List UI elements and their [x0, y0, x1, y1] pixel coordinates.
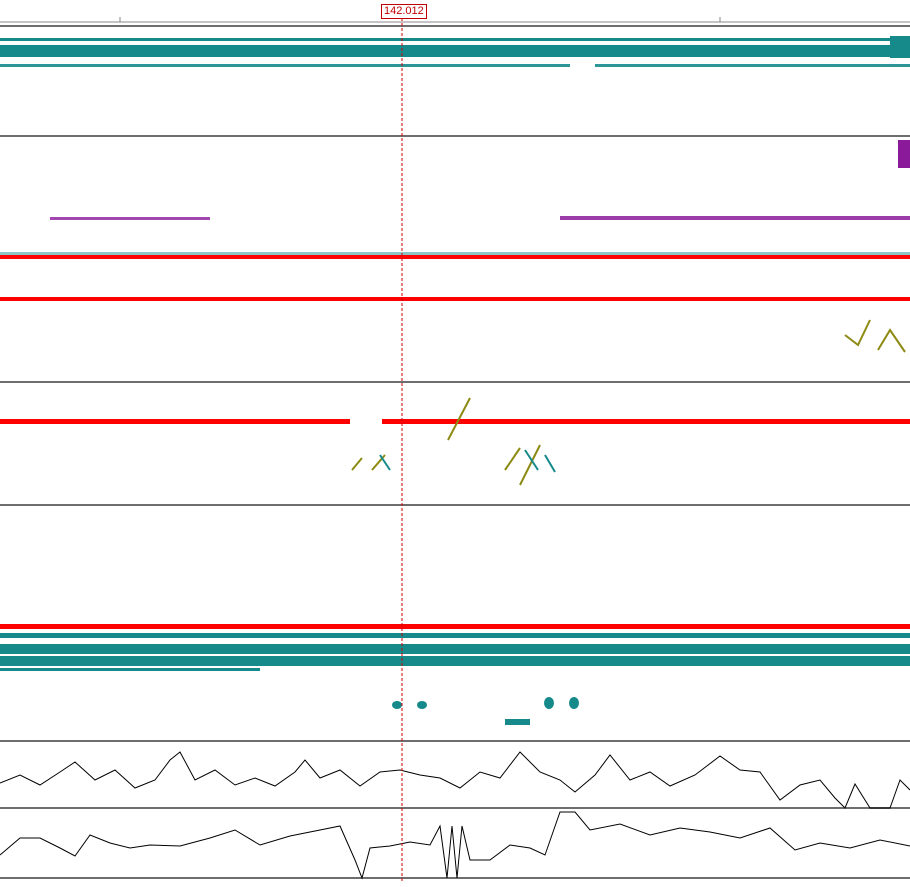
track-2-alignments[interactable] [0, 140, 910, 353]
position-cursor-label: 142.012 [381, 4, 427, 19]
read-pileup [351, 397, 541, 486]
track-1-alignments[interactable] [0, 36, 910, 67]
read-pileup [50, 217, 210, 220]
read-pileup [0, 644, 910, 654]
read-pileup [0, 656, 910, 666]
read-pileup [595, 64, 910, 67]
read-pileup [844, 319, 906, 353]
read-pileup [0, 419, 350, 424]
read-pileup [898, 140, 910, 168]
read-pileup [890, 36, 910, 58]
track-6-signal[interactable] [0, 811, 910, 880]
track-5-signal[interactable] [0, 751, 910, 809]
read-pileup [382, 419, 910, 424]
read-pileup [379, 449, 556, 473]
read-pileup [505, 719, 530, 725]
read-pileup [417, 701, 427, 709]
read-pileup [0, 624, 910, 629]
track-separators [0, 25, 910, 879]
read-pileup [0, 255, 910, 259]
read-pileup [0, 668, 260, 671]
read-pileup [0, 38, 910, 41]
read-pileup [392, 701, 402, 709]
read-pileup [544, 697, 554, 709]
read-pileup [0, 297, 910, 301]
signal-trace [0, 751, 910, 809]
signal-trace [0, 811, 910, 880]
read-pileup [0, 64, 570, 67]
ruler [0, 17, 910, 23]
read-pileup [0, 633, 910, 638]
read-pileup [569, 697, 579, 709]
read-pileup [560, 216, 910, 220]
track-4-alignments[interactable] [0, 624, 910, 725]
read-pileup [0, 45, 890, 57]
track-3-alignments[interactable] [0, 397, 910, 486]
read-pileup [0, 252, 910, 256]
